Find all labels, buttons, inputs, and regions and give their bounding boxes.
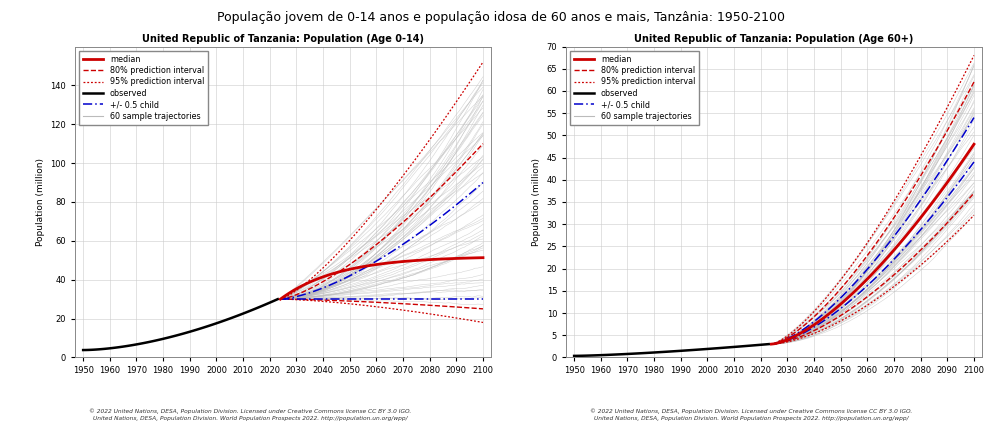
Legend: median, 80% prediction interval, 95% prediction interval, observed, +/- 0.5 chil: median, 80% prediction interval, 95% pre… [79, 51, 208, 125]
Text: População jovem de 0-14 anos e população idosa de 60 anos e mais, Tanzânia: 1950: População jovem de 0-14 anos e população… [217, 11, 785, 24]
Y-axis label: Population (million): Population (million) [532, 158, 541, 246]
Title: United Republic of Tanzania: Population (Age 0-14): United Republic of Tanzania: Population … [142, 34, 424, 44]
Title: United Republic of Tanzania: Population (Age 60+): United Republic of Tanzania: Population … [634, 34, 914, 44]
Text: © 2022 United Nations, DESA, Population Division. Licensed under Creative Common: © 2022 United Nations, DESA, Population … [590, 409, 913, 421]
Legend: median, 80% prediction interval, 95% prediction interval, observed, +/- 0.5 chil: median, 80% prediction interval, 95% pre… [570, 51, 699, 125]
Text: © 2022 United Nations, DESA, Population Division. Licensed under Creative Common: © 2022 United Nations, DESA, Population … [89, 409, 412, 421]
Y-axis label: Population (million): Population (million) [36, 158, 45, 246]
